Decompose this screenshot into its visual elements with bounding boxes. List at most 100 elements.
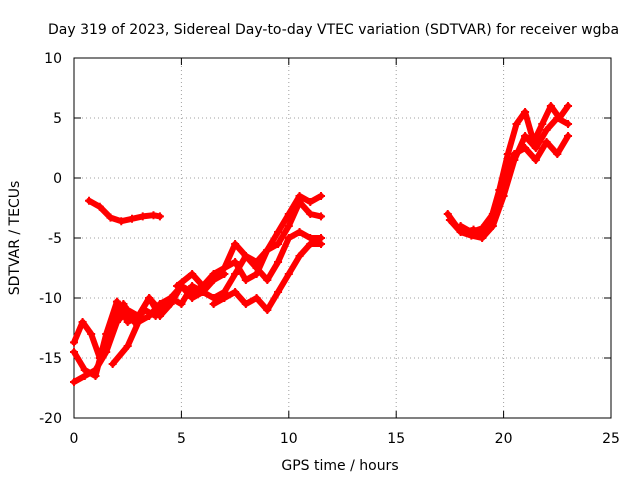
- series-track-5: [173, 228, 326, 290]
- data-point: [284, 234, 293, 242]
- data-point: [241, 252, 250, 260]
- data-point: [521, 132, 530, 140]
- data-point: [443, 210, 452, 218]
- data-point: [521, 144, 530, 152]
- data-point: [134, 318, 143, 326]
- data-point: [478, 234, 487, 242]
- series-line: [109, 199, 325, 367]
- data-point: [80, 372, 89, 380]
- y-tick-label: 10: [44, 51, 62, 67]
- x-tick-label: 20: [495, 431, 513, 447]
- data-point: [542, 126, 551, 134]
- data-point: [112, 318, 121, 326]
- data-point: [127, 214, 136, 223]
- data-point: [274, 240, 283, 248]
- data-point: [274, 258, 283, 266]
- data-point: [108, 360, 117, 368]
- data-series: [70, 102, 573, 386]
- data-point: [102, 330, 111, 338]
- data-point: [231, 240, 240, 248]
- data-point: [70, 348, 78, 356]
- data-point: [241, 300, 250, 308]
- data-point: [220, 264, 229, 272]
- chart-title: Day 319 of 2023, Sidereal Day-to-day VTE…: [48, 22, 619, 38]
- data-point: [252, 294, 261, 302]
- x-tick-label: 15: [387, 431, 405, 447]
- data-point: [263, 276, 272, 284]
- series-track-9: [445, 114, 573, 242]
- data-point: [145, 294, 154, 302]
- data-point: [564, 102, 573, 110]
- data-point: [274, 228, 283, 236]
- data-point: [295, 228, 304, 236]
- y-tick-label: -20: [39, 411, 62, 427]
- data-point: [123, 318, 132, 326]
- data-point: [274, 288, 283, 296]
- y-tick-label: -5: [48, 231, 62, 247]
- y-axis-label: SDTVAR / TECUs: [7, 181, 23, 296]
- data-point: [87, 330, 96, 338]
- data-point: [445, 216, 454, 224]
- y-tick-label: 0: [53, 171, 62, 187]
- data-point: [209, 270, 218, 278]
- data-point: [85, 196, 94, 205]
- x-tick-labels: 0 5 10 15 20 25: [70, 431, 620, 447]
- y-tick-label: -10: [39, 291, 62, 307]
- series-track-10: [456, 132, 573, 236]
- data-point: [512, 120, 521, 128]
- data-point: [231, 270, 240, 278]
- data-point: [231, 258, 240, 266]
- grid-lines: [74, 58, 611, 418]
- x-tick-label: 5: [177, 431, 186, 447]
- data-point: [306, 240, 315, 248]
- data-point: [553, 114, 562, 122]
- data-point: [546, 102, 555, 110]
- data-point: [317, 240, 326, 248]
- x-axis-label: GPS time / hours: [281, 458, 398, 474]
- data-point: [553, 150, 562, 158]
- data-point: [564, 132, 573, 140]
- data-point: [317, 212, 326, 221]
- data-point: [102, 348, 111, 356]
- data-point: [284, 222, 293, 230]
- data-point: [488, 210, 497, 218]
- data-point: [117, 217, 126, 226]
- data-point: [112, 297, 121, 306]
- data-point: [149, 211, 158, 220]
- data-point: [295, 252, 304, 260]
- data-point: [145, 312, 154, 320]
- data-point: [198, 282, 207, 290]
- x-tick-label: 0: [70, 431, 79, 447]
- series-track-4: [108, 198, 326, 368]
- data-point: [91, 366, 100, 374]
- data-point: [123, 342, 132, 350]
- data-point: [78, 318, 87, 326]
- data-point: [499, 180, 508, 188]
- data-point: [478, 224, 487, 233]
- data-point: [531, 156, 540, 164]
- data-point: [467, 228, 476, 236]
- data-point: [510, 150, 519, 158]
- y-tick-label: -15: [39, 351, 62, 367]
- data-point: [70, 378, 78, 386]
- data-point: [263, 306, 272, 314]
- series-track-6: [209, 240, 326, 314]
- data-point: [106, 213, 115, 222]
- data-point: [538, 120, 547, 128]
- data-point: [317, 192, 326, 200]
- data-point: [542, 138, 551, 146]
- data-point: [531, 144, 540, 152]
- data-point: [231, 288, 240, 296]
- data-point: [95, 202, 104, 211]
- y-tick-label: 5: [53, 111, 62, 127]
- data-point: [177, 300, 186, 308]
- data-point: [263, 246, 272, 254]
- series-track-7: [85, 196, 164, 226]
- data-point: [252, 264, 261, 272]
- data-point: [521, 108, 530, 116]
- data-point: [488, 222, 497, 230]
- data-point: [188, 270, 197, 278]
- data-point: [220, 294, 229, 302]
- data-point: [284, 270, 293, 278]
- data-point: [155, 212, 164, 221]
